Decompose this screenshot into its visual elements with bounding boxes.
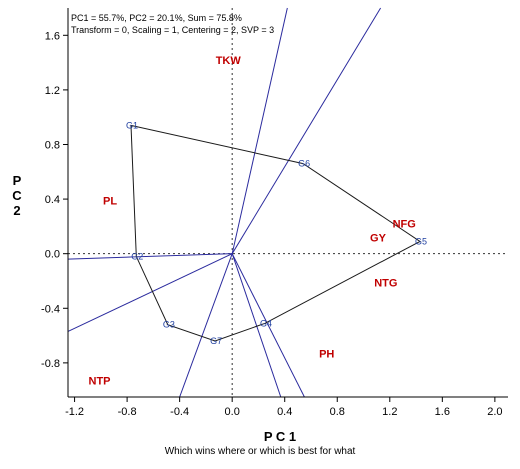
trait-ph: PH xyxy=(319,348,334,360)
trait-pl: PL xyxy=(103,195,117,207)
x-tick-label: -0.8 xyxy=(118,406,137,418)
genotype-g3: G3 xyxy=(163,320,175,330)
x-axis-title: P C 1 xyxy=(264,429,296,444)
y-tick-label: -0.4 xyxy=(41,303,60,315)
axes-layer: -1.2 -0.8 -0.4 0.0 0.4 0.8 1.2 1.6 2.0 -0.8 -0.4 0.… xyxy=(41,8,508,418)
genotype-g2: G2 xyxy=(131,251,143,261)
x-tick-label: 1.2 xyxy=(382,406,397,418)
y-tick-label: 1.2 xyxy=(45,85,60,97)
x-tick-label: -1.2 xyxy=(65,406,84,418)
y-axis-title-char-3: 2 xyxy=(13,203,20,218)
y-axis-title-char-1: P xyxy=(13,173,22,188)
trait-ntp: NTP xyxy=(89,376,111,388)
trait-ntg: NTG xyxy=(374,277,397,289)
chart-subtitle: Transform = 0, Scaling = 1, Centering = … xyxy=(71,25,274,35)
y-tick-label: 1.6 xyxy=(45,30,60,42)
polygon-outline xyxy=(130,124,421,342)
y-tick-label: 0.4 xyxy=(45,194,60,206)
genotype-g6: G6 xyxy=(298,159,310,169)
chart-title: PC1 = 55.7%, PC2 = 20.1%, Sum = 75.8% xyxy=(71,13,242,23)
x-tick-label: 0.4 xyxy=(277,406,292,418)
genotype-g5: G5 xyxy=(415,236,427,246)
x-tick-label: 0.0 xyxy=(225,406,240,418)
sector-ray-6 xyxy=(231,253,282,398)
sector-ray-2 xyxy=(231,7,382,254)
sector-ray-3 xyxy=(67,253,233,332)
x-tick-label: 1.6 xyxy=(435,406,450,418)
y-tick-label: -0.8 xyxy=(41,358,60,370)
sector-rays xyxy=(67,7,382,398)
trait-nfg: NFG xyxy=(393,219,416,231)
y-axis-title-char-2: C xyxy=(12,188,22,203)
trait-tkw: TKW xyxy=(216,55,242,67)
trait-gy: GY xyxy=(370,232,387,244)
sector-ray-7 xyxy=(231,253,305,398)
x-tick-label: 2.0 xyxy=(487,406,502,418)
sector-ray-5 xyxy=(179,253,233,398)
x-tick-label: 0.8 xyxy=(330,406,345,418)
genotype-markers: G1 G2 G3 G4 G5 G6 G7 xyxy=(126,120,427,346)
y-tick-label: 0.0 xyxy=(45,249,60,261)
trait-labels: TKW PL NFG GY NTG PH NTP xyxy=(89,55,416,388)
sector-ray-1 xyxy=(231,7,288,254)
genotype-g1: G1 xyxy=(126,120,138,130)
grid-layer xyxy=(68,8,508,397)
chart-caption: Which wins where or which is best for wh… xyxy=(164,446,356,457)
genotype-g4: G4 xyxy=(260,318,272,328)
convex-hull-polygon xyxy=(130,124,421,342)
sector-ray-4 xyxy=(67,253,233,260)
x-tick-label: -0.4 xyxy=(170,406,189,418)
genotype-g7: G7 xyxy=(210,336,222,346)
y-tick-label: 0.8 xyxy=(45,139,60,151)
